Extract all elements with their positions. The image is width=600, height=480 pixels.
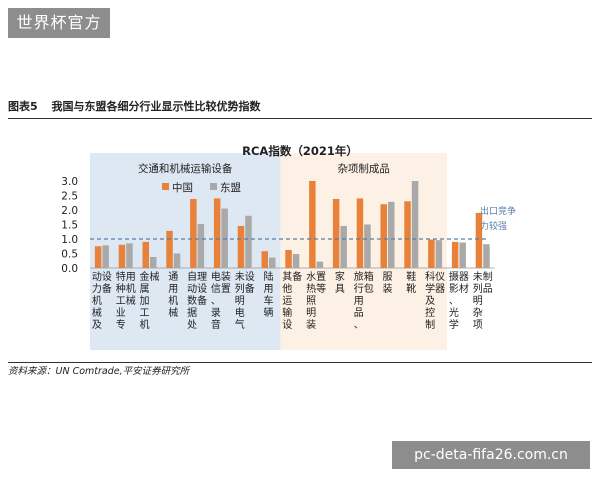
watermark-top: 世界杯官方 — [8, 8, 110, 38]
bar-asean — [126, 243, 133, 268]
bar-asean — [221, 208, 228, 268]
bar-asean — [340, 225, 347, 268]
legend-label-0: 中国 — [172, 181, 193, 194]
bar-china — [118, 244, 126, 268]
bar-china — [166, 230, 173, 268]
group-labels: 交通和机械运输设备 杂项制成品 — [138, 162, 390, 175]
bar-asean — [269, 257, 276, 268]
bar-china — [356, 198, 364, 268]
bar-china — [404, 201, 411, 268]
category-label: 鞋靴 — [406, 270, 416, 295]
legend-label-1: 东盟 — [220, 181, 241, 194]
bar-asean — [150, 256, 157, 268]
legend-swatch-0 — [162, 183, 169, 190]
category-label: 家具 — [335, 270, 345, 295]
category-label: 动力机械及设备 — [92, 271, 112, 331]
category-label: 旅行用品、箱包 — [354, 270, 374, 331]
figure-number: 图表5 — [8, 100, 38, 113]
bar-asean — [197, 223, 205, 268]
category-label: 摄影、光学器材 — [449, 270, 469, 331]
y-axis: 0.0 0.5 1.0 1.5 2.0 2.5 3.0 — [61, 176, 495, 275]
bar-asean — [435, 240, 443, 268]
legend-swatch-1 — [210, 183, 217, 190]
category-label: 金属加工机械 — [140, 270, 160, 331]
watermark-bottom: pc-deta-fifa26.com.cn — [392, 441, 590, 469]
y-tick-label: 1.0 — [61, 234, 78, 246]
bar-china — [213, 198, 221, 268]
y-tick-label: 2.0 — [61, 205, 78, 217]
bar-asean — [459, 242, 466, 268]
bar-china — [190, 198, 197, 268]
bar-asean — [483, 244, 490, 268]
category-label: 服装 — [383, 271, 393, 295]
source-note: 资料来源：UN Comtrade,平安证券研究所 — [8, 362, 592, 381]
bar-asean — [364, 224, 371, 268]
bar-china — [428, 239, 435, 268]
y-tick-label: 0.5 — [61, 249, 78, 261]
category-label: 未列明杂项制品 — [473, 270, 493, 331]
bar-china — [94, 246, 102, 268]
category-label: 电信、录音装置 — [211, 270, 231, 331]
bar-china — [261, 251, 268, 268]
bar-asean — [245, 215, 252, 268]
reference-label-line2: 力较强 — [480, 220, 507, 232]
y-tick-label: 2.5 — [61, 191, 78, 203]
category-label: 水热照明装置等 — [306, 271, 326, 331]
category-label: 通用机械 — [168, 271, 178, 319]
category-label: 自动数据处理设备 — [187, 270, 207, 331]
group-label-1: 杂项制成品 — [337, 162, 390, 175]
bar-asean — [173, 253, 181, 268]
bar-china — [332, 198, 340, 268]
category-label: 陆用车辆 — [264, 270, 274, 319]
group-label-0: 交通和机械运输设备 — [138, 162, 233, 175]
bar-china — [475, 212, 483, 268]
y-tick-label: 0.0 — [61, 263, 78, 275]
bar-china — [451, 241, 459, 268]
reference-label-line1: 出口竞争 — [480, 205, 516, 217]
bar-asean — [411, 181, 419, 268]
legend: 中国 东盟 — [162, 181, 241, 194]
bar-china — [237, 225, 245, 268]
chart-title: RCA指数（2021年） — [242, 144, 358, 158]
y-tick-label: 3.0 — [61, 176, 78, 188]
figure-caption: 我国与东盟各细分行业显示性比较优势指数 — [51, 100, 261, 113]
category-label: 其他运输设备 — [282, 270, 302, 331]
category-label: 特种工业专用机械 — [116, 271, 136, 331]
bar-asean — [102, 245, 109, 268]
figure-header: 图表5 我国与东盟各细分行业显示性比较优势指数 — [8, 96, 592, 119]
category-label: 未列明电气设备 — [235, 271, 255, 331]
bar-china — [380, 204, 387, 268]
bar-asean — [316, 261, 324, 268]
bar-asean — [388, 201, 395, 268]
bar-china — [309, 181, 316, 268]
bar-china — [142, 241, 149, 268]
bars — [94, 181, 490, 268]
bar-china — [285, 250, 292, 268]
y-tick-label: 1.5 — [61, 220, 78, 232]
group-background-1 — [280, 153, 447, 350]
category-label: 科学及控制仪器 — [425, 270, 445, 331]
rca-chart: RCA指数（2021年） 交通和机械运输设备 杂项制成品 0.0 0.5 1.0 1.5… — [61, 144, 516, 350]
bar-asean — [292, 254, 300, 268]
